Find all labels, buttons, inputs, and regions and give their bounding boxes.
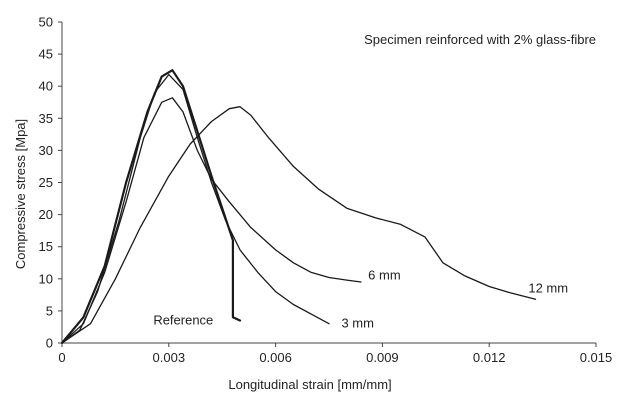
- y-axis-title: Compressive stress [Mpa]: [13, 119, 28, 269]
- y-tick-label: 10: [39, 271, 53, 286]
- x-tick-label: 0.003: [153, 350, 186, 365]
- series-label-12-mm: 12 mm: [528, 280, 568, 295]
- curves: [60, 69, 537, 345]
- x-tick-label: 0.012: [473, 350, 506, 365]
- y-tick-label: 15: [39, 239, 53, 254]
- y-tick-label: 35: [39, 111, 53, 126]
- x-tick-label: 0.015: [580, 350, 613, 365]
- y-tick-label: 0: [46, 336, 53, 351]
- y-tick-label: 40: [39, 79, 53, 94]
- series-line-reference: [60, 69, 242, 345]
- series-labels: Reference 3 mm 6 mm 12 mm: [153, 268, 568, 331]
- series-line-6-mm: [61, 97, 362, 344]
- y-tick-label: 50: [39, 15, 53, 30]
- y-tick-label: 5: [46, 303, 53, 318]
- series-label-6-mm: 6 mm: [368, 268, 401, 283]
- series-label-3-mm: 3 mm: [341, 316, 374, 331]
- x-axis-title: Longitudinal strain [mm/mm]: [228, 377, 391, 392]
- x-tick-label: 0: [58, 350, 65, 365]
- chart-annotation: Specimen reinforced with 2% glass-fibre: [364, 32, 596, 47]
- series-label-reference: Reference: [153, 313, 213, 328]
- y-tick-label: 25: [39, 175, 53, 190]
- y-tick-label: 45: [39, 47, 53, 62]
- series-line-3-mm: [61, 73, 330, 344]
- series-line-12-mm: [61, 106, 537, 344]
- y-tick-label: 20: [39, 207, 53, 222]
- x-tick-label: 0.006: [259, 350, 292, 365]
- plot-area: 0 5 10 15 20 25 30 35 40 45 50 0 0.003 0.006 0.009 0.01…: [39, 15, 613, 366]
- y-tick-label: 30: [39, 143, 53, 158]
- x-tick-label: 0.009: [366, 350, 399, 365]
